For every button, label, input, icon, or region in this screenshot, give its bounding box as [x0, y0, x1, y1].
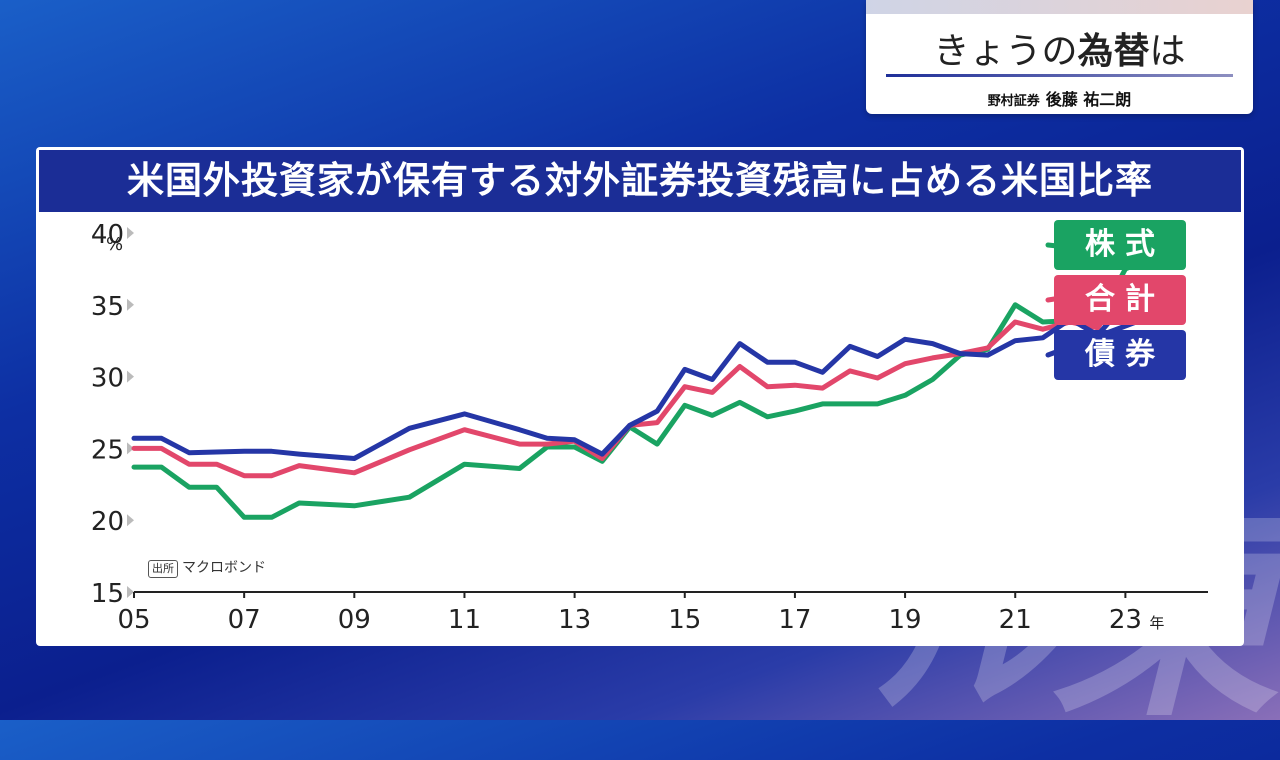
x-axis-unit: 年	[1149, 614, 1164, 632]
series-line-total	[131, 279, 1156, 479]
legend-label-equity: 株式	[1054, 220, 1186, 270]
x-tick-label: 15	[668, 605, 701, 635]
chart-panel: 米国外投資家が保有する対外証券投資残高に占める米国比率 15 20 25 30 35 40…	[36, 147, 1244, 646]
y-tick-marker	[127, 227, 134, 239]
legend-label-bonds: 債券	[1054, 330, 1186, 380]
chart-title: 米国外投資家が保有する対外証券投資残高に占める米国比率	[39, 150, 1241, 212]
y-tick-label: 40	[91, 220, 124, 250]
x-tick-label: 23	[1109, 605, 1142, 635]
y-axis-unit: %	[106, 234, 123, 255]
y-tick-label: 30	[91, 364, 124, 394]
series-line-bonds	[131, 300, 1156, 461]
y-tick-marker	[127, 514, 134, 527]
x-tick-label: 21	[999, 605, 1032, 635]
topic-speaker-line: 野村証券 後藤 祐二朗	[866, 86, 1253, 110]
y-tick-label: 35	[91, 292, 124, 322]
speaker-name: 後藤 祐二朗	[1045, 90, 1132, 109]
y-tick-marker	[127, 586, 134, 598]
x-tick-label: 19	[889, 605, 922, 635]
speaker-organization: 野村証券	[987, 94, 1040, 109]
topic-title-emphasis: 為替	[1077, 31, 1150, 72]
topic-title: きょうの為替は	[866, 22, 1253, 74]
y-tick-marker	[127, 298, 134, 311]
topic-title-prefix: きょうの	[933, 31, 1078, 72]
topic-strip	[866, 0, 1253, 14]
line-chart: 15 20 25 30 35 40% 05 07 09 11 13 15 17 19 21 23 年	[91, 220, 1208, 635]
source-name: マクロボンド	[182, 560, 266, 576]
legend-label-total: 合計	[1054, 275, 1186, 325]
topic-title-suffix: は	[1149, 31, 1186, 72]
y-tick-label: 20	[91, 507, 124, 537]
x-tick-label: 11	[448, 605, 481, 635]
y-tick-marker	[127, 442, 134, 455]
x-tick-label: 17	[778, 605, 811, 635]
x-tick-label: 05	[117, 605, 150, 635]
y-tick-marker	[127, 370, 134, 383]
x-tick-label: 13	[558, 605, 591, 635]
x-tick-label: 07	[228, 605, 261, 635]
topic-rule	[886, 74, 1233, 77]
series-line-equity	[131, 254, 1156, 520]
topic-box: きょうの為替は 野村証券 後藤 祐二朗	[866, 0, 1253, 114]
y-tick-label: 25	[91, 435, 124, 465]
y-tick-label: 15	[91, 579, 124, 609]
source-tag-box: 出所	[148, 560, 178, 578]
source-note: 出所 マクロボンド	[148, 557, 266, 578]
x-tick-label: 09	[338, 605, 371, 635]
